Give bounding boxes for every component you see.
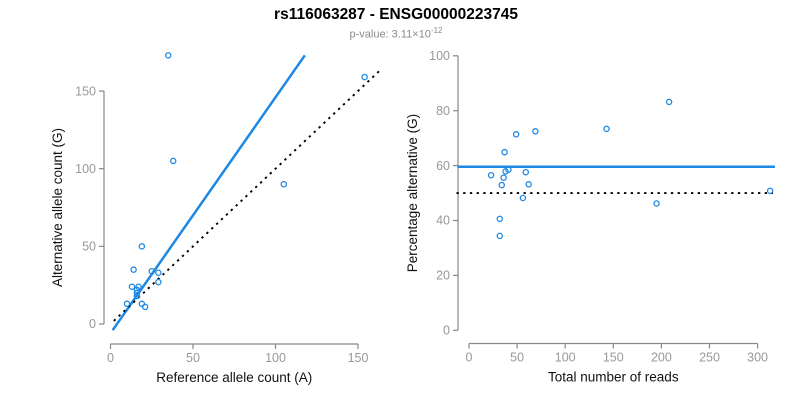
right-scatter-panel: 0 20 40 60 80 100 0 50 100 150 200 250 300 Total numb…	[405, 49, 775, 385]
left-points	[123, 52, 368, 311]
left-x-axis-title: Reference allele count (A)	[156, 370, 312, 385]
p-value-text: p-value: 3.11×10	[349, 28, 431, 41]
data-point	[496, 215, 504, 223]
data-point	[128, 283, 136, 290]
data-point	[123, 300, 131, 308]
data-point	[155, 278, 162, 286]
x-tick-label: 0	[107, 351, 114, 365]
plot-title: rs116063287 - ENSG00000223745	[274, 6, 518, 23]
data-point	[133, 289, 141, 297]
data-point	[135, 283, 142, 290]
data-point	[496, 232, 504, 240]
p-value-subtitle: p-value: 3.11×10-12	[0, 26, 792, 41]
data-point	[665, 98, 673, 106]
left-y-axis: 0 50 100 150	[75, 84, 105, 331]
x-tick-label: 300	[747, 351, 768, 365]
right-x-axis: 0 50 100 150 200 250 300	[466, 342, 768, 365]
y-tick-label: 150	[75, 84, 96, 98]
data-point	[653, 200, 660, 207]
data-point	[164, 52, 172, 59]
data-point	[155, 269, 162, 277]
data-point	[505, 166, 512, 173]
data-point	[532, 128, 539, 135]
right-points	[487, 98, 774, 240]
y-tick-label: 60	[436, 159, 450, 173]
y-tick-label: 40	[436, 214, 450, 228]
data-point	[148, 267, 155, 275]
x-tick-label: 50	[510, 351, 524, 365]
data-point	[361, 73, 368, 81]
data-point	[603, 125, 610, 133]
left-scatter-panel: 0 50 100 150 0 50 100 150 Reference allele count…	[50, 52, 382, 385]
data-point	[141, 303, 149, 311]
x-tick-label: 250	[699, 351, 720, 365]
y-tick-label: 100	[75, 162, 96, 176]
y-tick-label: 0	[89, 317, 96, 331]
data-point	[138, 243, 146, 250]
data-point	[500, 174, 507, 181]
left-x-axis: 0 50 100 150	[107, 343, 369, 365]
data-point	[130, 266, 137, 273]
x-tick-label: 0	[466, 351, 473, 365]
y-tick-label: 0	[443, 324, 450, 338]
data-point	[519, 194, 527, 202]
data-point	[280, 180, 287, 188]
left-y-axis-title: Alternative allele count (G)	[50, 128, 65, 287]
identity-line	[113, 68, 382, 322]
x-tick-label: 200	[651, 351, 672, 365]
x-tick-label: 100	[555, 351, 576, 365]
data-point	[525, 181, 532, 188]
data-point	[522, 168, 530, 176]
data-point	[133, 292, 141, 300]
y-tick-label: 50	[82, 240, 96, 254]
right-y-axis: 0 20 40 60 80 100	[429, 49, 459, 338]
x-tick-label: 50	[186, 351, 200, 365]
y-tick-label: 100	[429, 49, 450, 63]
x-tick-label: 150	[348, 351, 369, 365]
x-tick-label: 100	[265, 351, 286, 365]
y-tick-label: 20	[436, 269, 450, 283]
x-tick-label: 150	[603, 351, 624, 365]
right-y-axis-title: Percentage alternative (G)	[405, 114, 420, 272]
data-point	[169, 157, 177, 165]
y-tick-label: 80	[436, 104, 450, 118]
p-value-exponent: -12	[430, 26, 443, 35]
data-point	[498, 181, 505, 189]
data-point	[487, 171, 495, 179]
regression-line	[111, 54, 306, 331]
data-point	[766, 187, 774, 195]
data-point	[512, 131, 520, 138]
data-point	[501, 148, 508, 156]
right-x-axis-title: Total number of reads	[548, 370, 679, 385]
